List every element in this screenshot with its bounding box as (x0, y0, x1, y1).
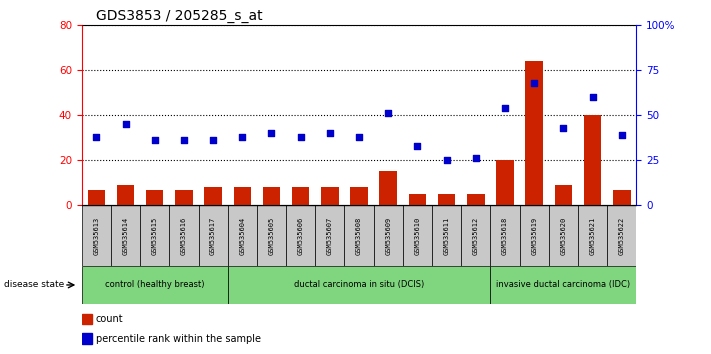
Bar (403, 205, 432, 266)
Text: GSM535607: GSM535607 (327, 216, 333, 255)
Point (470, 155, 481, 161)
Point (295, 134, 306, 139)
Bar (351, 187, 368, 205)
Point (149, 137, 161, 143)
Point (383, 110, 394, 116)
Bar (204, 187, 222, 205)
Point (120, 121, 132, 127)
Bar (525, 61, 543, 205)
Bar (257, 205, 286, 266)
Bar (82, 266, 228, 304)
Text: GSM535613: GSM535613 (93, 216, 100, 255)
Bar (438, 194, 455, 205)
Text: GSM535614: GSM535614 (122, 216, 129, 255)
Text: GSM535618: GSM535618 (502, 216, 508, 255)
Text: GSM535612: GSM535612 (473, 216, 479, 255)
Bar (584, 115, 602, 205)
Bar (233, 187, 251, 205)
Bar (82, 205, 111, 266)
Bar (520, 205, 549, 266)
Point (178, 137, 190, 143)
Point (412, 143, 423, 149)
Text: GSM535621: GSM535621 (589, 216, 596, 255)
Bar (286, 205, 315, 266)
Bar (263, 187, 280, 205)
Point (324, 130, 336, 136)
Text: GSM535605: GSM535605 (269, 216, 274, 255)
Text: percentile rank within the sample: percentile rank within the sample (95, 333, 261, 344)
Bar (491, 266, 636, 304)
Text: GSM535611: GSM535611 (444, 216, 449, 255)
Bar (467, 194, 485, 205)
Bar (491, 205, 520, 266)
Bar (82, 314, 92, 324)
Bar (374, 205, 403, 266)
Bar (496, 160, 514, 205)
Text: control (healthy breast): control (healthy breast) (105, 280, 205, 290)
Text: GDS3853 / 205285_s_at: GDS3853 / 205285_s_at (96, 9, 262, 23)
Point (266, 130, 277, 136)
Bar (549, 205, 578, 266)
Text: GSM535616: GSM535616 (181, 216, 187, 255)
Bar (146, 189, 164, 205)
Point (528, 80, 540, 85)
Point (616, 132, 627, 138)
Text: disease state: disease state (4, 280, 64, 290)
Text: GSM535622: GSM535622 (619, 216, 625, 255)
Bar (169, 205, 198, 266)
Text: GSM535619: GSM535619 (531, 216, 538, 255)
Text: GSM535610: GSM535610 (415, 216, 420, 255)
Bar (117, 185, 134, 205)
Bar (140, 205, 169, 266)
Bar (315, 205, 344, 266)
Text: GSM535615: GSM535615 (151, 216, 158, 255)
Point (499, 105, 510, 111)
Bar (578, 205, 607, 266)
Bar (432, 205, 461, 266)
Bar (87, 189, 105, 205)
Bar (228, 205, 257, 266)
Point (353, 134, 365, 139)
Point (587, 94, 598, 100)
Bar (613, 189, 631, 205)
Point (237, 134, 248, 139)
Bar (321, 187, 338, 205)
Text: GSM535609: GSM535609 (385, 216, 391, 255)
Bar (175, 189, 193, 205)
Point (91, 134, 102, 139)
Text: count: count (95, 314, 123, 324)
Text: ductal carcinoma in situ (DCIS): ductal carcinoma in situ (DCIS) (294, 280, 424, 290)
Bar (82, 333, 92, 344)
Text: invasive ductal carcinoma (IDC): invasive ductal carcinoma (IDC) (496, 280, 631, 290)
Bar (607, 205, 636, 266)
Text: GSM535620: GSM535620 (560, 216, 567, 255)
Text: GSM535617: GSM535617 (210, 216, 216, 255)
Text: GSM535604: GSM535604 (240, 216, 245, 255)
Bar (111, 205, 140, 266)
Bar (198, 205, 228, 266)
Text: GSM535608: GSM535608 (356, 216, 362, 255)
Point (208, 137, 219, 143)
Bar (228, 266, 491, 304)
Bar (555, 185, 572, 205)
Point (557, 125, 569, 131)
Bar (380, 171, 397, 205)
Bar (409, 194, 426, 205)
Bar (292, 187, 309, 205)
Bar (461, 205, 491, 266)
Point (441, 157, 452, 163)
Bar (344, 205, 374, 266)
Text: GSM535606: GSM535606 (298, 216, 304, 255)
